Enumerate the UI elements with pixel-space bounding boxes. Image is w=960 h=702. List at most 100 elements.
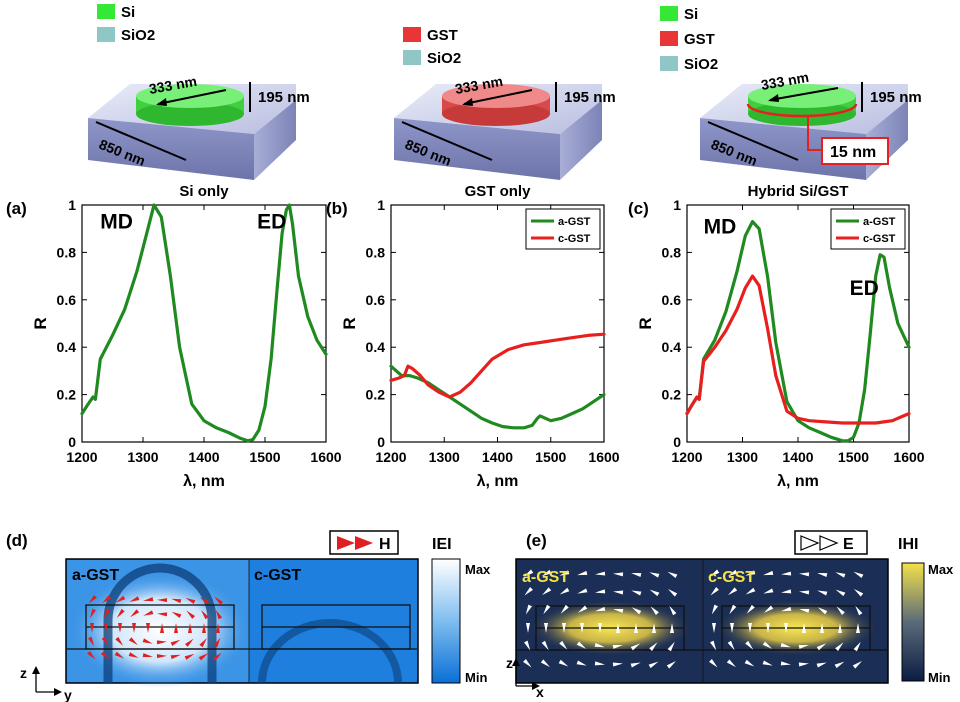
e-arrow [560,604,569,614]
e-arrow [744,659,755,667]
series-line-c-GST [685,274,911,425]
e-arrow [559,587,570,595]
h-arrow [132,623,136,633]
e-arrow [817,572,828,577]
field-hotspot [70,572,250,688]
e-arrow [631,572,642,577]
e-arrow [835,589,846,597]
colorbar-max: Max [465,562,491,577]
h-arrow [115,595,126,603]
e-arrow [670,623,674,633]
h-arrow [115,636,124,646]
e-arrow [634,623,638,633]
h-arrow [128,637,138,646]
colorbar-max: Max [928,562,954,577]
h-arrow [142,653,153,658]
e-arrow-icon [800,535,820,551]
e-arrow [616,623,620,633]
h-arrow [185,597,196,604]
e-arrow [780,642,791,648]
e-arrow [763,570,774,576]
e-arrow [595,571,606,576]
e-arrow [525,604,532,615]
legend-swatch-gst [403,27,421,42]
annotation: MD [100,211,133,234]
e-arrow [763,588,774,594]
y-tick-label: 0.6 [57,292,77,308]
y-tick-label: 0.8 [57,244,77,260]
e-arrow [834,661,845,669]
e-arrow [836,606,845,616]
e-arrow [576,660,587,666]
field-map-e: (d) H a-GST c-GST IEI Max Min z y [6,530,491,702]
annotation: ED [257,211,286,234]
e-arrow [745,640,754,650]
h-arrow [171,598,182,604]
e-arrow [559,640,568,650]
h-arrow [143,597,154,602]
e-arrow [802,623,806,633]
h-arrow [156,640,167,645]
legend-swatch-sio2 [97,27,115,42]
h-arrow [128,652,139,658]
h-arrow [156,654,167,659]
legend-box [830,208,906,250]
right-cell-label: c-GST [708,569,755,586]
e-arrow [728,587,738,596]
x-tick-label: 1200 [375,449,406,465]
y-tick-label: 0.2 [662,387,682,403]
e-arrow [762,641,773,649]
left-cell-label: a-GST [72,567,119,584]
h-arrow [212,652,222,661]
x-axis-label: λ, nm [183,473,225,490]
h-arrow [186,610,196,619]
e-arrow [709,569,720,577]
annotation: MD [704,215,737,238]
colorbar-min: Min [465,670,487,685]
h-arrow-icon [355,536,373,550]
chart-3: 0 0.2 0.4 0.6 0.8 1 1200 1300 1400 1500 1600 Hybrid… [636,183,925,490]
e-arrow [726,659,736,668]
y-tick-label: 0.2 [366,387,386,403]
e-arrow [524,587,533,596]
e-arrow [577,588,588,594]
e-arrow [542,587,552,596]
e-arrow [524,640,531,651]
e-arrow [630,643,641,651]
h-arrow [213,637,221,648]
e-arrow [541,569,552,577]
x-tick-label: 1600 [893,449,924,465]
e-arrow [631,607,642,615]
chart-title: GST only [465,183,531,200]
e-arrow [799,590,810,595]
h-arrow [184,653,195,660]
e-arrow [816,662,827,668]
e-arrow [580,623,584,633]
h-arrow [89,608,96,619]
h-arrow [102,595,112,604]
colorbar [901,562,925,682]
h-field-arrows [87,595,224,661]
legend-label-sio2: SiO2 [427,50,461,67]
e-arrow [576,641,587,649]
x-tick-label: 1200 [671,449,702,465]
h-arrow [198,653,209,661]
legend-swatch-sio2 [403,50,421,65]
y-tick-label: 0.6 [662,292,682,308]
y-tick-label: 0 [377,434,385,450]
h-arrow [199,597,210,605]
x-tick-label: 1400 [782,449,813,465]
e-arrow [595,589,606,594]
x-tick-label: 1300 [127,449,158,465]
e-arrow [577,570,588,576]
y-tick-label: 0.4 [57,339,77,355]
h-arrow [129,596,140,602]
axis-y-label: y [64,687,72,702]
h-arrow [157,598,168,603]
x-tick-label: 1500 [535,449,566,465]
e-arrow [613,572,624,577]
e-arrow [781,589,792,594]
legend-label-a-GST: a-GST [558,216,591,228]
e-arrow [711,604,718,615]
axis-z-label: z [506,655,513,671]
